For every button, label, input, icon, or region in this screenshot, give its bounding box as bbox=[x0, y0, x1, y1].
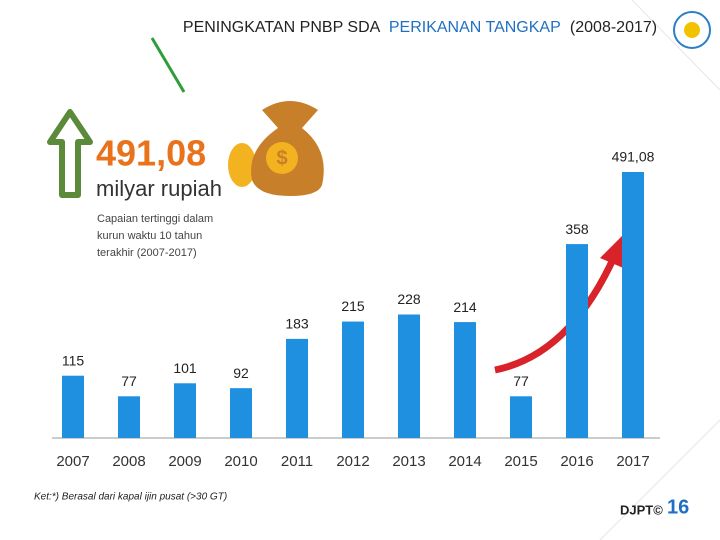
bar bbox=[566, 244, 588, 438]
bar bbox=[454, 322, 476, 438]
x-tick-label: 2016 bbox=[560, 453, 593, 470]
money-bag-icon: $ bbox=[228, 101, 324, 196]
title-part: PENINGKATAN PNBP SDA bbox=[183, 19, 381, 36]
bar bbox=[118, 396, 140, 438]
value-label: 77 bbox=[121, 373, 137, 389]
bar bbox=[286, 338, 308, 438]
logo bbox=[673, 11, 711, 49]
decor-line bbox=[599, 419, 720, 540]
bar bbox=[398, 314, 420, 438]
footer-page: 16 bbox=[667, 496, 689, 518]
up-arrow-icon bbox=[47, 109, 93, 198]
value-label: 228 bbox=[397, 291, 421, 307]
highlight-unit: milyar rupiah bbox=[96, 176, 222, 201]
highlight-note: kurun waktu 10 tahun bbox=[97, 230, 202, 242]
value-label: 101 bbox=[173, 360, 197, 376]
highlight-note: Capaian tertinggi dalam bbox=[97, 213, 213, 225]
x-tick-label: 2011 bbox=[281, 453, 313, 470]
bar bbox=[174, 383, 196, 438]
value-label: 214 bbox=[453, 299, 477, 315]
bar bbox=[230, 388, 252, 438]
bar bbox=[510, 396, 532, 438]
decor-line bbox=[631, 0, 720, 91]
title-part: PERIKANAN TANGKAP bbox=[389, 19, 561, 36]
x-tick-label: 2015 bbox=[504, 453, 537, 470]
value-label: 183 bbox=[285, 316, 309, 332]
footer-org: DJPT© bbox=[620, 502, 663, 517]
bars: 2007 115 2008 77 2009 101 2010 92 2011 183 2012 215… bbox=[56, 149, 654, 470]
title-part: (2008-2017) bbox=[570, 19, 657, 36]
svg-text:$: $ bbox=[276, 147, 287, 169]
x-tick-label: 2007 bbox=[56, 453, 89, 470]
x-tick-label: 2008 bbox=[112, 453, 145, 470]
value-label: 92 bbox=[233, 365, 249, 381]
value-label: 77 bbox=[513, 373, 529, 389]
bar bbox=[342, 321, 364, 438]
trend-arrow bbox=[494, 253, 619, 374]
highlight-value: 491,08 bbox=[96, 133, 206, 174]
value-label: 358 bbox=[565, 221, 589, 237]
x-tick-label: 2017 bbox=[616, 453, 649, 470]
highlight-note: terakhir (2007-2017) bbox=[97, 247, 197, 259]
value-label: 491,08 bbox=[612, 149, 655, 165]
bar bbox=[62, 375, 84, 438]
x-tick-label: 2010 bbox=[224, 453, 257, 470]
x-tick-label: 2014 bbox=[448, 453, 481, 470]
x-tick-label: 2012 bbox=[336, 453, 369, 470]
bar bbox=[622, 172, 644, 438]
value-label: 215 bbox=[341, 298, 365, 314]
footnote: Ket:*) Berasal dari kapal ijin pusat (>3… bbox=[34, 492, 227, 503]
value-label: 115 bbox=[62, 352, 85, 368]
chart-title: PENINGKATAN PNBP SDA PERIKANAN TANGKAP (… bbox=[183, 19, 657, 36]
x-tick-label: 2009 bbox=[168, 453, 201, 470]
x-tick-label: 2013 bbox=[392, 453, 425, 470]
decor-line bbox=[150, 37, 186, 93]
